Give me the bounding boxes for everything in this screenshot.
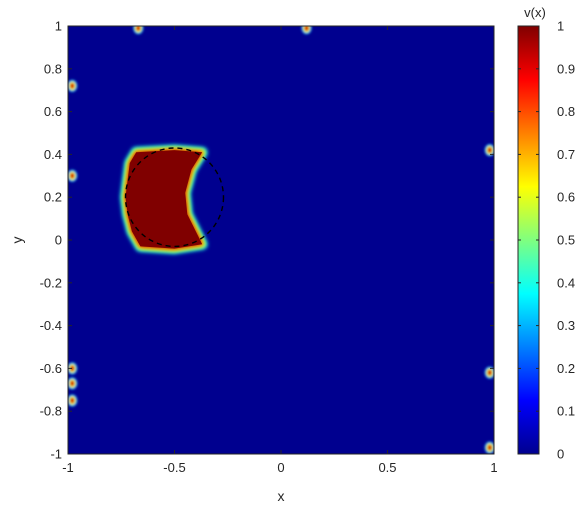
dashed-circle [124, 147, 225, 248]
spot-core [69, 82, 75, 89]
spot-core [69, 365, 75, 372]
boundary-spot [68, 362, 78, 375]
boundary-spot [68, 79, 78, 92]
boundary-spot [68, 377, 78, 390]
colorbar-tick-label: 1 [557, 19, 564, 34]
x-tick-label: -0.5 [163, 460, 185, 475]
y-tick-label: 0.8 [44, 61, 62, 76]
boundary-spot [484, 144, 494, 157]
y-tick-label: 0.4 [44, 147, 62, 162]
colorbar [517, 25, 540, 455]
spot-core [487, 147, 493, 154]
x-tick-label: 0.5 [378, 460, 396, 475]
spot-core [69, 397, 75, 404]
y-tick-label: -0.8 [40, 404, 62, 419]
boundary-spot [484, 366, 494, 379]
high-region [125, 150, 203, 249]
boundary-spot [484, 441, 494, 454]
y-tick-label: 0.2 [44, 190, 62, 205]
overlay-layer [124, 147, 225, 248]
x-tick-label: -1 [62, 460, 74, 475]
boundary-spot [133, 26, 144, 35]
y-tick-label: 0 [55, 233, 62, 248]
y-tick-label: -0.4 [40, 318, 62, 333]
colorbar-tick-label: 0.2 [557, 361, 575, 376]
y-tick-label: -0.6 [40, 361, 62, 376]
spot-core [69, 172, 75, 179]
colorbar-tick-label: 0.5 [557, 233, 575, 248]
x-axis-ticks: -1 -0.5 0 0.5 1 [62, 26, 498, 475]
colorbar-tick-label: 0.1 [557, 404, 575, 419]
spot-core [304, 26, 309, 32]
boundary-spot [68, 169, 78, 182]
spot-core [487, 444, 493, 451]
y-axis-label: y [9, 237, 25, 244]
colorbar-tick-label: 0.7 [557, 147, 575, 162]
x-tick-label: 0 [277, 460, 284, 475]
y-tick-label: -1 [50, 447, 62, 462]
colorbar-tick-label: 0.4 [557, 275, 575, 290]
colorbar-tick-label: 0.6 [557, 190, 575, 205]
spot-core [135, 26, 141, 32]
boundary-spot [301, 26, 312, 35]
colorbar-tick-label: 0.9 [557, 61, 575, 76]
y-tick-label: 1 [55, 19, 62, 34]
boundary-spot [68, 394, 78, 407]
x-axis-label: x [278, 488, 285, 504]
spot-core [69, 380, 75, 387]
y-tick-label: 0.6 [44, 104, 62, 119]
colorbar-ticks: 0 0.1 0.2 0.3 0.4 0.5 0.6 0.7 0.8 0.9 1 [518, 19, 575, 462]
x-tick-label: 1 [490, 460, 497, 475]
y-axis-ticks: -1 -0.8 -0.6 -0.4 -0.2 0 0.2 0.4 0.6 0.8 1 [40, 19, 494, 462]
y-tick-label: -0.2 [40, 275, 62, 290]
spot-core [487, 369, 493, 376]
colorbar-tick-label: 0.3 [557, 318, 575, 333]
colorbar-tick-label: 0.8 [557, 104, 575, 119]
colorbar-label: v(x) [524, 5, 546, 20]
colorbar-tick-label: 0 [557, 447, 564, 462]
